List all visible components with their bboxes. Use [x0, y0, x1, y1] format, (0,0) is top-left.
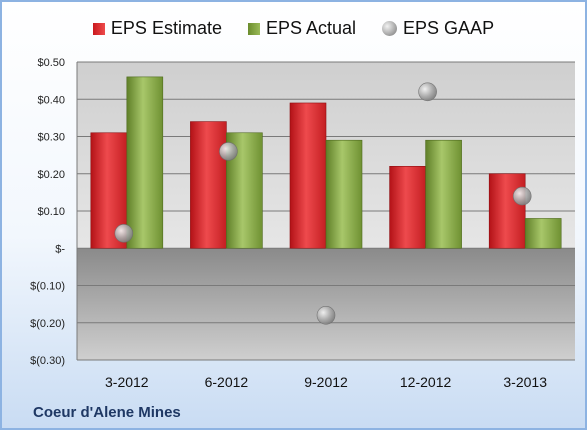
bar-eps-actual	[425, 139, 462, 249]
y-tick-label: $0.30	[37, 132, 65, 144]
legend-item-gaap: EPS GAAP	[382, 18, 494, 39]
y-tick-label: $0.10	[37, 206, 65, 218]
y-tick-label: $(0.30)	[30, 355, 65, 367]
y-tick-label: $0.50	[37, 57, 65, 69]
y-tick-label: $-	[55, 243, 65, 255]
legend-label-actual: EPS Actual	[265, 18, 357, 38]
bar-eps-actual	[126, 76, 164, 249]
dot-eps-gaap	[418, 82, 437, 102]
dot-eps-gaap	[219, 142, 238, 161]
legend-swatch-estimate	[92, 22, 105, 35]
bar-eps-estimate	[488, 173, 526, 249]
dot-eps-gaap	[512, 186, 532, 206]
y-tick-label: $(0.10)	[30, 281, 65, 293]
legend-label-gaap: EPS GAAP	[403, 18, 495, 38]
legend-item-actual: EPS Actual	[247, 18, 357, 39]
plot-area-negative	[77, 248, 575, 360]
legend-label-estimate: EPS Estimate	[110, 18, 222, 38]
dot-eps-gaap	[114, 224, 134, 243]
legend-swatch-gaap	[382, 21, 398, 36]
chart-legend: EPS Estimate EPS Actual EPS GAAP	[2, 18, 585, 39]
bar-eps-estimate	[289, 102, 327, 249]
x-tick-label: 6-2012	[205, 374, 249, 390]
dot-eps-gaap	[316, 305, 336, 325]
y-tick-label: $(0.20)	[30, 318, 65, 330]
legend-swatch-actual	[247, 22, 260, 35]
y-tick-label: $0.40	[37, 94, 65, 106]
bar-eps-actual	[524, 218, 562, 249]
legend-item-estimate: EPS Estimate	[92, 18, 222, 39]
y-tick-label: $0.20	[37, 169, 65, 181]
x-tick-label: 12-2012	[400, 374, 452, 390]
company-name: Coeur d'Alene Mines	[33, 404, 181, 421]
bar-eps-estimate	[389, 166, 426, 249]
x-tick-label: 3-2012	[105, 374, 149, 390]
bar-eps-actual	[325, 139, 363, 249]
bar-eps-estimate	[190, 121, 227, 249]
x-tick-label: 3-2013	[503, 374, 547, 390]
x-tick-label: 9-2012	[304, 374, 348, 390]
